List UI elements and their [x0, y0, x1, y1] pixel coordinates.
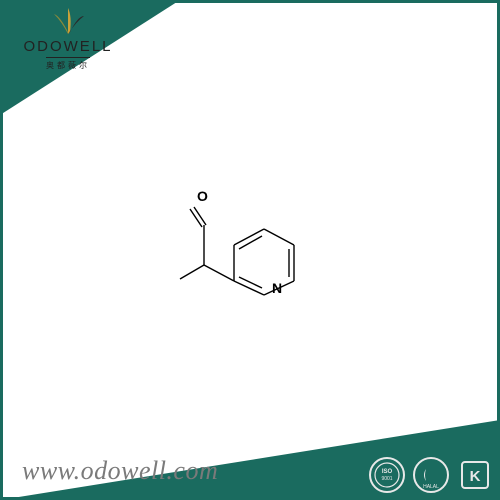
svg-text:9001: 9001 — [381, 476, 392, 482]
svg-text:K: K — [470, 468, 481, 485]
svg-text:HALAL: HALAL — [423, 484, 439, 490]
company-logo: ODOWELL 奥都薇尔 — [8, 6, 128, 71]
website-url: www.odowell.com — [22, 456, 218, 486]
kosher-badge-icon: K — [456, 456, 494, 494]
brand-subtitle: 奥都薇尔 — [46, 57, 90, 71]
certification-badges: ISO 9001 HALAL K — [368, 456, 494, 494]
molecule-structure — [172, 195, 332, 305]
brand-name: ODOWELL — [23, 38, 112, 55]
svg-text:ISO: ISO — [382, 469, 393, 475]
logo-leaves-icon — [46, 6, 90, 36]
iso-badge-icon: ISO 9001 — [368, 456, 406, 494]
oxygen-atom-label: O — [197, 188, 208, 204]
nitrogen-atom-label: N — [272, 280, 282, 296]
halal-badge-icon: HALAL — [412, 456, 450, 494]
